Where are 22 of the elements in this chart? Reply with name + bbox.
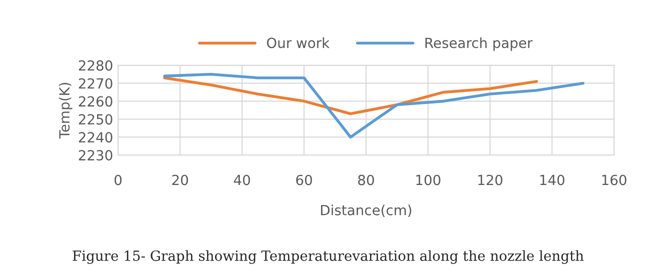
x-tick-label: 140 <box>540 174 564 186</box>
x-tick-label: 160 <box>602 174 626 186</box>
caption: Figure 15- Graph showing Temperaturevariation along the nozzle length <box>72 250 584 264</box>
y-tick-label: 2250 <box>78 114 112 125</box>
y-axis-title: Temp(K) <box>58 82 72 139</box>
x-tick-label: 100 <box>416 174 440 186</box>
legend-label: Our work <box>266 37 330 48</box>
legend-label: Research paper <box>425 37 533 51</box>
x-tick-label: 0 <box>114 174 122 186</box>
x-tick-label: 120 <box>478 174 502 186</box>
y-tick-label: 2260 <box>78 96 112 107</box>
y-tick-label: 2240 <box>78 132 112 143</box>
x-tick-label: 80 <box>358 174 374 186</box>
y-tick-label: 2230 <box>78 150 112 161</box>
line-series <box>163 76 538 116</box>
line-series <box>163 72 584 138</box>
x-axis-title: Distance(cm) <box>321 204 412 217</box>
y-tick-label: 2270 <box>78 78 112 89</box>
x-tick-label: 20 <box>172 174 188 186</box>
y-tick-label: 2280 <box>78 60 112 71</box>
x-tick-label: 40 <box>234 174 250 186</box>
x-tick-label: 60 <box>296 174 312 186</box>
